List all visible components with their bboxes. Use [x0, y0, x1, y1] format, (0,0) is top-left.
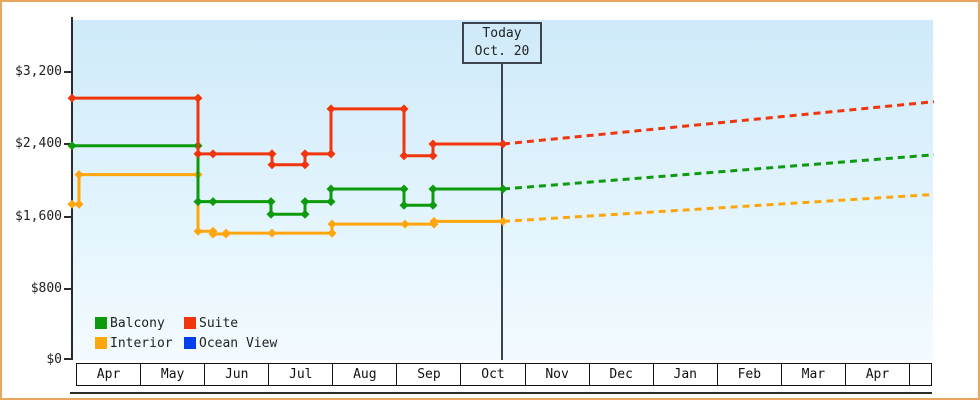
month-cell-empty	[910, 364, 932, 385]
month-cell: Sep	[397, 364, 462, 385]
legend-item-balcony: Balcony	[95, 315, 165, 331]
legend-label: Suite	[199, 315, 239, 331]
y-axis-label: $0	[46, 352, 62, 367]
legend: Balcony Suite Interior Ocean View	[95, 315, 315, 355]
y-axis-label: $2,400	[15, 136, 62, 151]
axis-baseline	[70, 392, 932, 394]
month-cell: Apr	[845, 364, 911, 385]
y-axis-line	[71, 17, 73, 360]
today-marker-box: Today Oct. 20	[462, 22, 542, 64]
plot-area	[73, 20, 933, 360]
month-cell: Feb	[717, 364, 782, 385]
today-date: Oct. 20	[474, 44, 530, 59]
month-cell: Dec	[589, 364, 654, 385]
y-tick	[64, 143, 71, 145]
y-axis-label: $800	[30, 281, 62, 296]
month-cell: Jan	[653, 364, 718, 385]
month-cell: Oct	[461, 364, 526, 385]
suite-swatch	[184, 317, 196, 329]
legend-label: Ocean View	[199, 335, 278, 351]
y-tick	[64, 71, 71, 73]
legend-item-interior: Interior	[95, 335, 173, 351]
month-cell: Nov	[525, 364, 590, 385]
month-cell: Jun	[205, 364, 270, 385]
y-tick	[64, 216, 71, 218]
today-title: Today	[482, 26, 522, 41]
month-cell: Aug	[333, 364, 398, 385]
month-cell: May	[141, 364, 206, 385]
legend-item-suite: Suite	[184, 315, 238, 331]
y-axis-label: $3,200	[15, 64, 62, 79]
legend-item-ocean-view: Ocean View	[184, 335, 277, 351]
y-tick	[64, 358, 71, 360]
y-axis-label: $1,600	[15, 209, 62, 224]
legend-label: Balcony	[110, 315, 165, 331]
ocean-view-swatch	[184, 337, 196, 349]
month-axis: Apr May Jun Jul Aug Sep Oct Nov Dec Jan …	[76, 363, 932, 386]
today-line	[501, 64, 503, 360]
legend-label: Interior	[110, 335, 173, 351]
month-cell: Jul	[269, 364, 334, 385]
month-cell: Apr	[77, 364, 142, 385]
month-cell: Mar	[781, 364, 846, 385]
interior-swatch	[95, 337, 107, 349]
y-tick	[64, 288, 71, 290]
balcony-swatch	[95, 317, 107, 329]
